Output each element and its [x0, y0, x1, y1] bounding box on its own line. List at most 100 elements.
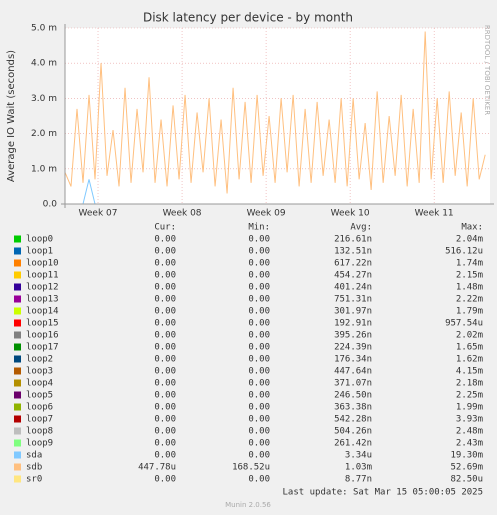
legend-name: loop17 — [26, 343, 59, 353]
legend-swatch — [14, 415, 21, 423]
legend-stat: 1.65m — [456, 343, 483, 353]
series-line — [64, 31, 486, 194]
legend-swatch — [14, 295, 21, 303]
legend-swatch — [14, 271, 21, 279]
legend-stat: 2.22m — [456, 295, 483, 305]
legend-stat: 0.00 — [248, 367, 270, 377]
legend-stat: 0.00 — [248, 439, 270, 449]
legend-stat: 0.00 — [248, 271, 270, 281]
legend-name: loop1 — [26, 247, 53, 257]
last-update: Last update: Sat Mar 15 05:00:05 2025 — [283, 488, 483, 498]
legend-stat: 447.78u — [138, 463, 176, 473]
legend-swatch — [14, 439, 21, 447]
legend-stat: 0.00 — [154, 415, 176, 425]
legend-stat: 0.00 — [154, 271, 176, 281]
legend-stat: 3.34u — [345, 451, 372, 461]
legend-stat: 82.50u — [450, 475, 483, 485]
column-header: Cur: — [154, 223, 176, 233]
legend-name: loop12 — [26, 283, 59, 293]
legend-swatch — [14, 283, 21, 291]
legend-swatch — [14, 355, 21, 363]
legend-stat: 0.00 — [248, 295, 270, 305]
legend-name: sda — [26, 451, 42, 461]
legend-swatch — [14, 247, 21, 255]
legend-stat: 1.03m — [345, 463, 372, 473]
legend-stat: 371.07n — [334, 379, 372, 389]
legend-stat: 0.00 — [248, 391, 270, 401]
legend-stat: 1.48m — [456, 283, 483, 293]
legend-swatch — [14, 379, 21, 387]
legend-stat: 132.51n — [334, 247, 372, 257]
legend-swatch — [14, 331, 21, 339]
legend-stat: 504.26n — [334, 427, 372, 437]
y-tick-label: 2.0 m — [31, 129, 57, 139]
y-tick-label: 4.0 m — [31, 59, 57, 69]
y-tick-label: 1.0 m — [31, 164, 57, 174]
legend-name: loop16 — [26, 331, 59, 341]
column-header: Avg: — [350, 223, 372, 233]
legend-swatch — [14, 259, 21, 267]
legend-stat: 0.00 — [154, 379, 176, 389]
legend-stat: 8.77n — [345, 475, 372, 485]
legend-stat: 1.99m — [456, 403, 483, 413]
legend-swatch — [14, 343, 21, 351]
legend-name: loop3 — [26, 367, 53, 377]
legend-swatch — [14, 235, 21, 243]
legend-stat: 19.30m — [450, 451, 483, 461]
x-tick-label: Week 09 — [247, 209, 286, 219]
legend-swatch — [14, 391, 21, 399]
legend-stat: 0.00 — [154, 295, 176, 305]
legend-stat: 0.00 — [248, 403, 270, 413]
legend-stat: 0.00 — [248, 379, 270, 389]
legend-stat: 1.79m — [456, 307, 483, 317]
legend-swatch — [14, 451, 21, 459]
legend-stat: 0.00 — [154, 319, 176, 329]
legend-stat: 261.42n — [334, 439, 372, 449]
legend-name: loop6 — [26, 403, 53, 413]
legend-stat: 0.00 — [154, 235, 176, 245]
legend-name: sdb — [26, 463, 42, 473]
legend-stat: 0.00 — [248, 307, 270, 317]
legend-stat: 0.00 — [248, 331, 270, 341]
legend-stat: 0.00 — [154, 247, 176, 257]
legend-name: loop14 — [26, 307, 59, 317]
legend-name: loop9 — [26, 439, 53, 449]
legend-stat: 516.12u — [445, 247, 483, 257]
legend-name: loop5 — [26, 391, 53, 401]
legend-stat: 1.74m — [456, 259, 483, 269]
legend-name: loop7 — [26, 415, 53, 425]
legend-stat: 52.69m — [450, 463, 483, 473]
legend-stat: 751.31n — [334, 295, 372, 305]
x-tick-label: Week 08 — [163, 209, 202, 219]
legend-name: loop10 — [26, 259, 59, 269]
legend-stat: 0.00 — [248, 355, 270, 365]
legend-stat: 957.54u — [445, 319, 483, 329]
y-tick-label: 0.0 — [43, 200, 58, 210]
legend-stat: 1.62m — [456, 355, 483, 365]
legend-swatch — [14, 475, 21, 483]
y-tick-label: 3.0 m — [31, 94, 57, 104]
legend-swatch — [14, 307, 21, 315]
legend-stat: 2.04m — [456, 235, 483, 245]
legend-stat: 0.00 — [248, 427, 270, 437]
legend-swatch — [14, 319, 21, 327]
legend-stat: 216.61n — [334, 235, 372, 245]
side-label: RRDTOOL / TOBI OETIKER — [483, 25, 491, 115]
legend-stat: 0.00 — [154, 475, 176, 485]
legend-swatch — [14, 463, 21, 471]
legend-name: loop15 — [26, 319, 59, 329]
legend-stat: 2.15m — [456, 271, 483, 281]
legend-name: sr0 — [26, 475, 42, 485]
legend-swatch — [14, 367, 21, 375]
legend-stat: 0.00 — [248, 451, 270, 461]
legend-stat: 0.00 — [248, 319, 270, 329]
footer: Munin 2.0.56 — [225, 501, 271, 509]
legend-stat: 224.39n — [334, 343, 372, 353]
legend-name: loop0 — [26, 235, 53, 245]
legend-name: loop11 — [26, 271, 59, 281]
legend-name: loop13 — [26, 295, 59, 305]
column-header: Min: — [248, 223, 270, 233]
legend-stat: 2.25m — [456, 391, 483, 401]
legend-stat: 0.00 — [248, 415, 270, 425]
legend-stat: 0.00 — [248, 343, 270, 353]
